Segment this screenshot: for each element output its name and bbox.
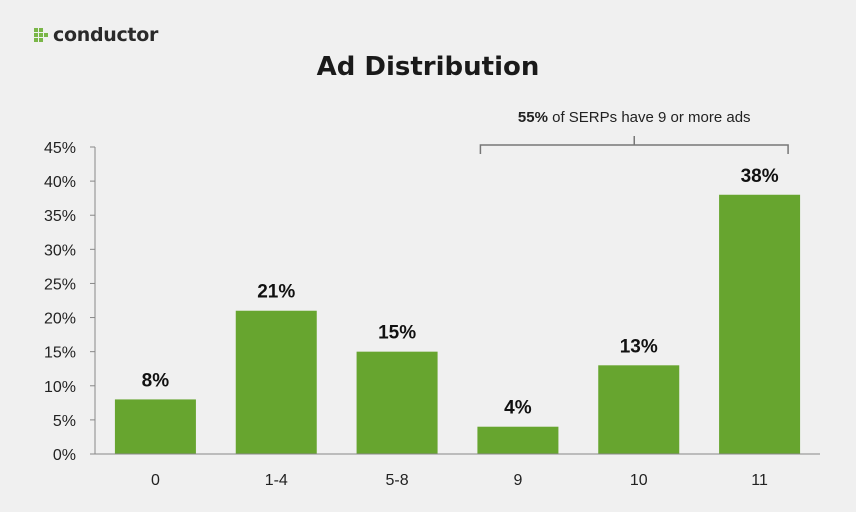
x-tick-label: 5-8 (386, 472, 409, 489)
y-tick-label: 15% (44, 345, 76, 362)
x-tick-label: 11 (751, 472, 768, 489)
data-label: 38% (741, 166, 779, 187)
annotation-bold-value: 55% (518, 109, 548, 126)
logo-dot (39, 33, 43, 37)
x-tick-label: 10 (630, 472, 648, 489)
annotation-rest: of SERPs have 9 or more ads (548, 109, 751, 126)
y-tick-label: 30% (44, 242, 76, 259)
y-tick-label: 20% (44, 311, 76, 328)
brand: conductor (33, 24, 158, 46)
logo-dot (34, 28, 38, 32)
y-tick-label: 0% (53, 447, 76, 464)
y-tick-label: 45% (44, 140, 76, 157)
x-tick-label: 1-4 (265, 472, 288, 489)
annotation-bracket (479, 136, 789, 154)
x-tick-label: 0 (151, 472, 160, 489)
chart-title: Ad Distribution (316, 52, 540, 82)
brand-name: conductor (53, 24, 159, 46)
logo-dot (39, 28, 43, 32)
y-tick-label: 10% (44, 379, 76, 396)
y-tick-label: 25% (44, 276, 76, 293)
data-label: 13% (620, 336, 658, 357)
bar (598, 365, 680, 454)
data-label: 21% (257, 282, 295, 303)
y-tick-label: 5% (53, 413, 76, 430)
x-tick-label: 9 (513, 472, 522, 489)
data-label: 15% (378, 323, 416, 344)
y-tick-label: 40% (44, 174, 76, 191)
data-label: 8% (142, 370, 170, 391)
logo-dot (39, 38, 43, 42)
logo-dot (34, 33, 38, 37)
logo-dot (34, 38, 38, 42)
y-tick-label: 35% (44, 208, 76, 225)
data-label: 4% (504, 398, 532, 419)
conductor-logo-icon (34, 28, 48, 42)
bar (477, 426, 559, 454)
bar (719, 194, 801, 454)
annotation-text: 55% of SERPs have 9 or more ads (518, 109, 751, 126)
bar (114, 399, 196, 454)
bar (235, 310, 317, 454)
bar (356, 351, 438, 454)
logo-dot (44, 33, 48, 37)
